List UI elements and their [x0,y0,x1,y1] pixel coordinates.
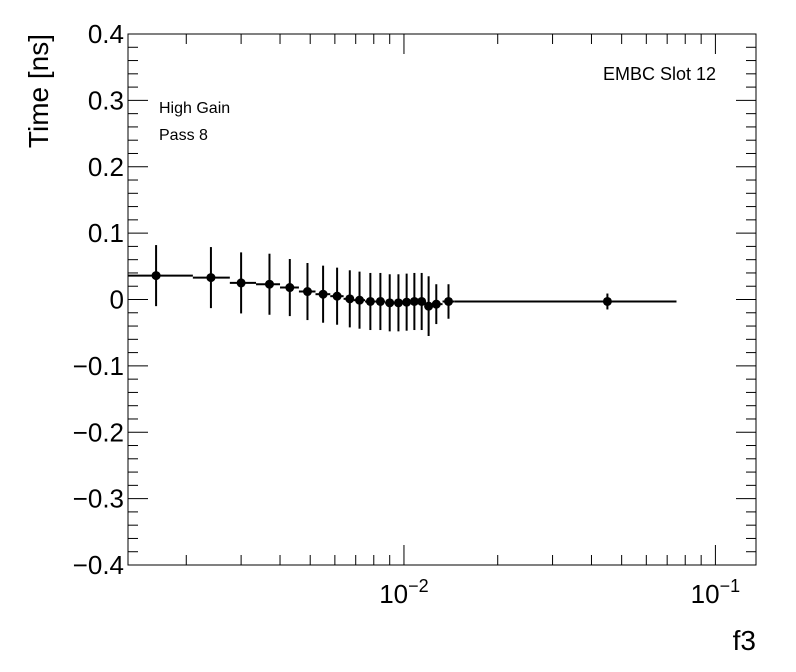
y-tick-label: −0.3 [73,484,124,514]
data-point [442,284,455,319]
point-marker [206,273,216,283]
y-axis-label: Time [ns] [23,34,54,148]
point-marker [355,295,365,305]
data-point [280,259,299,317]
slot-annotation: EMBC Slot 12 [603,64,716,84]
y-tick-label: −0.4 [73,550,124,580]
major-ticks [128,33,756,566]
point-marker [302,287,312,297]
x-tick-label: 10−1 [691,576,740,609]
data-point [393,274,403,332]
data-point [192,247,230,309]
plot-frame [127,33,757,566]
data-point [454,293,677,310]
point-marker [417,296,427,306]
x-tick-label: 10−2 [379,576,428,609]
point-marker [285,283,295,293]
data-point [409,272,419,331]
tick-labels: 0.4 0.3 0.2 0.1 0 −0.1 −0.2 −0.3 −0.4 10−2 10−1 [73,19,740,609]
point-marker [345,294,355,304]
point-marker [385,298,395,308]
y-tick-label: 0.3 [88,85,124,115]
point-marker [375,296,385,306]
data-point [128,245,193,307]
gain-annotation: High Gain [159,100,230,117]
y-tick-label: 0.2 [88,152,124,182]
data-point [417,272,427,331]
point-marker [444,296,454,306]
data-point [330,267,344,325]
data-point [315,265,331,323]
data-point [402,273,412,331]
x-axis-label: f3 [733,625,756,656]
pass-annotation: Pass 8 [159,127,208,144]
data-point [385,274,395,332]
data-point [256,253,281,315]
data-point [343,270,355,328]
point-marker [264,279,274,289]
minor-ticks [128,34,756,565]
point-marker [424,301,434,311]
point-marker [236,278,246,288]
data-point [375,272,386,331]
data-layer [128,245,677,337]
point-marker [602,296,612,306]
point-marker [318,289,328,299]
point-marker [151,271,161,281]
data-point [424,276,434,337]
y-tick-label: −0.2 [73,417,124,447]
point-marker [365,296,375,306]
y-tick-label: 0.1 [88,218,124,248]
y-tick-label: −0.1 [73,351,124,381]
y-tick-label: 0.4 [88,19,124,49]
point-marker [393,298,403,308]
point-marker [332,291,342,301]
data-point [298,262,316,321]
point-marker [409,296,419,306]
data-point [365,272,376,331]
data-point [353,271,366,329]
data-point [229,252,257,314]
point-marker [402,297,412,307]
y-tick-label: 0 [110,285,124,315]
data-point [431,284,443,325]
point-marker [431,299,441,309]
